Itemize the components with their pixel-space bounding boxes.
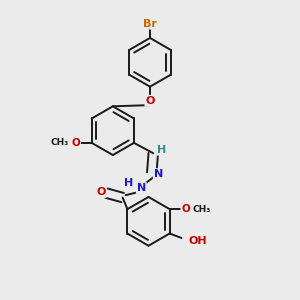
Text: CH₃: CH₃ <box>51 138 69 147</box>
Text: CH₃: CH₃ <box>192 205 211 214</box>
Text: H: H <box>157 145 166 155</box>
Text: H: H <box>124 178 133 188</box>
Text: N: N <box>137 183 146 193</box>
Text: O: O <box>145 96 155 106</box>
Text: OH: OH <box>188 236 207 246</box>
Text: O: O <box>96 187 106 197</box>
Text: N: N <box>154 169 163 179</box>
Text: O: O <box>71 138 80 148</box>
Text: O: O <box>181 204 190 214</box>
Text: Br: Br <box>143 19 157 29</box>
